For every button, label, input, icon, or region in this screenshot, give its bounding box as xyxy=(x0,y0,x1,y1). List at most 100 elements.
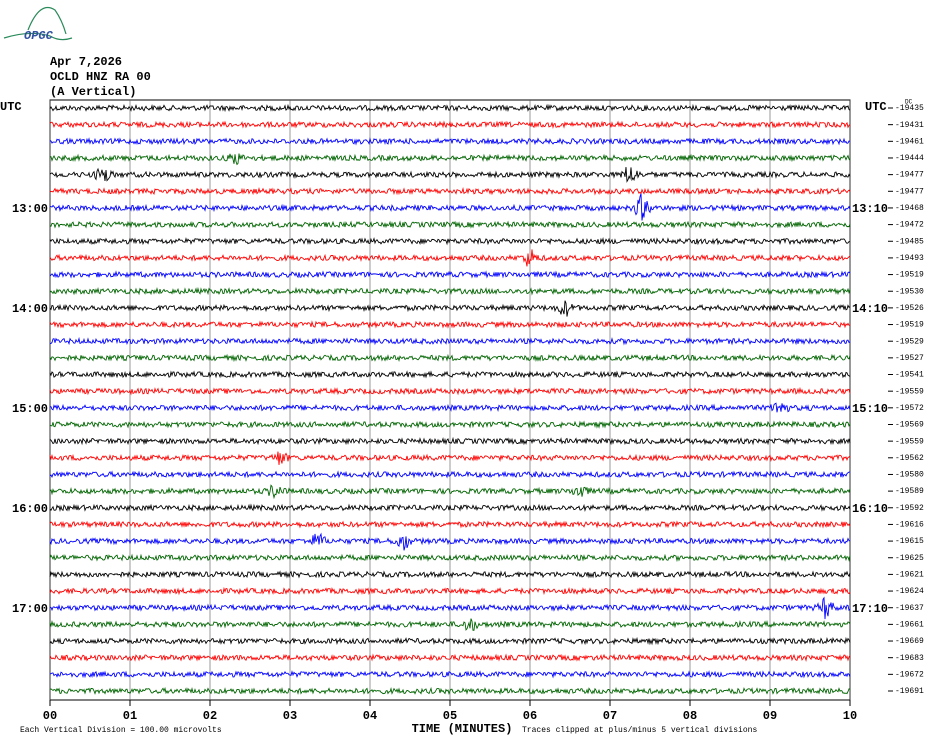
trace xyxy=(49,670,851,679)
trace xyxy=(49,503,851,513)
offset-label: -19589 xyxy=(895,487,924,496)
trace xyxy=(49,120,851,129)
offset-label: -19625 xyxy=(895,554,924,563)
trace xyxy=(49,420,851,429)
x-tick-label: 02 xyxy=(203,709,217,723)
offset-label: -19616 xyxy=(895,521,924,530)
offset-label: -19683 xyxy=(895,654,924,663)
trace xyxy=(49,193,851,221)
trace xyxy=(49,532,851,551)
offset-label: -19669 xyxy=(895,637,924,646)
offset-label: -19431 xyxy=(895,121,924,130)
logo-swoosh xyxy=(3,32,73,41)
trace xyxy=(49,320,851,329)
trace xyxy=(49,586,851,596)
right-utc: UTC xyxy=(865,100,887,114)
left-time: 16:00 xyxy=(12,502,48,516)
left-time: 14:00 xyxy=(12,302,48,316)
offset-label: -19435 xyxy=(895,104,924,113)
offset-label: -19472 xyxy=(895,221,924,230)
trace xyxy=(49,220,851,229)
station: OCLD HNZ RA 00 xyxy=(50,70,151,84)
trace xyxy=(49,470,850,479)
offset-label: -19461 xyxy=(895,137,924,146)
offset-label: -19621 xyxy=(895,571,924,580)
trace xyxy=(49,300,851,317)
trace xyxy=(49,520,851,529)
trace xyxy=(49,636,851,646)
offset-label: -19493 xyxy=(895,254,924,263)
x-tick-label: 03 xyxy=(283,709,297,723)
trace xyxy=(50,153,851,166)
x-tick-label: 08 xyxy=(683,709,697,723)
date: Apr 7,2026 xyxy=(50,55,122,69)
trace xyxy=(49,167,851,183)
offset-label: -19477 xyxy=(895,171,924,180)
x-tick-label: 01 xyxy=(123,709,137,723)
x-tick-label: 05 xyxy=(443,709,457,723)
trace xyxy=(49,336,851,346)
right-time: 14:10 xyxy=(852,302,888,316)
dc-label: DC xyxy=(905,99,913,106)
offset-label: -19661 xyxy=(895,620,924,629)
x-tick-label: 00 xyxy=(43,709,57,723)
offset-label: -19559 xyxy=(895,437,924,446)
clip-note: Traces clipped at plus/minus 5 vertical … xyxy=(522,726,757,735)
offset-label: -19624 xyxy=(895,587,924,596)
offset-label: -19637 xyxy=(895,604,924,613)
right-time: 16:10 xyxy=(852,502,888,516)
trace xyxy=(49,436,851,446)
component: (A Vertical) xyxy=(50,85,136,99)
trace xyxy=(49,353,851,363)
trace xyxy=(49,553,851,563)
left-time: 17:00 xyxy=(12,602,48,616)
trace xyxy=(49,186,851,196)
offset-label: -19519 xyxy=(895,271,924,280)
offset-label: -19529 xyxy=(895,337,924,346)
offset-label: -19569 xyxy=(895,421,924,430)
offset-label: -19485 xyxy=(895,237,924,246)
offset-label: -19691 xyxy=(895,687,924,696)
trace xyxy=(49,137,851,146)
trace xyxy=(49,270,851,279)
left-time: 13:00 xyxy=(12,202,48,216)
offset-label: -19519 xyxy=(895,321,924,330)
right-time: 13:10 xyxy=(852,202,888,216)
trace xyxy=(49,570,851,579)
offset-label: -19559 xyxy=(895,387,924,396)
offset-label: -19672 xyxy=(895,670,924,679)
trace xyxy=(49,653,851,662)
offset-label: -19477 xyxy=(895,187,924,196)
x-tick-label: 10 xyxy=(843,709,857,723)
offset-label: -19526 xyxy=(895,304,924,313)
trace xyxy=(49,451,851,465)
offset-label: -19572 xyxy=(895,404,924,413)
offset-label: -19527 xyxy=(895,354,924,363)
x-tick-label: 06 xyxy=(523,709,537,723)
right-time: 15:10 xyxy=(852,402,888,416)
axis-title: TIME (MINUTES) xyxy=(412,722,513,736)
logo-peak xyxy=(27,6,67,35)
offset-label: -19562 xyxy=(895,454,924,463)
x-tick-label: 09 xyxy=(763,709,777,723)
logo: OPGC xyxy=(24,29,54,43)
offset-label: -19592 xyxy=(895,504,924,513)
trace xyxy=(49,686,851,696)
trace xyxy=(49,103,851,113)
trace xyxy=(49,249,851,267)
offset-label: -19580 xyxy=(895,471,924,480)
offset-label: -19444 xyxy=(895,154,924,163)
left-time: 15:00 xyxy=(12,402,48,416)
trace xyxy=(49,286,851,296)
offset-label: -19468 xyxy=(895,204,924,213)
right-time: 17:10 xyxy=(852,602,888,616)
left-utc: UTC xyxy=(0,100,22,114)
offset-label: -19615 xyxy=(895,537,924,546)
x-tick-label: 04 xyxy=(363,709,377,723)
trace xyxy=(49,237,851,246)
trace xyxy=(49,386,851,396)
trace xyxy=(49,370,851,379)
offset-label: -19541 xyxy=(895,371,924,380)
scale-note: Each Vertical Division = 100.00 microvol… xyxy=(20,726,222,735)
